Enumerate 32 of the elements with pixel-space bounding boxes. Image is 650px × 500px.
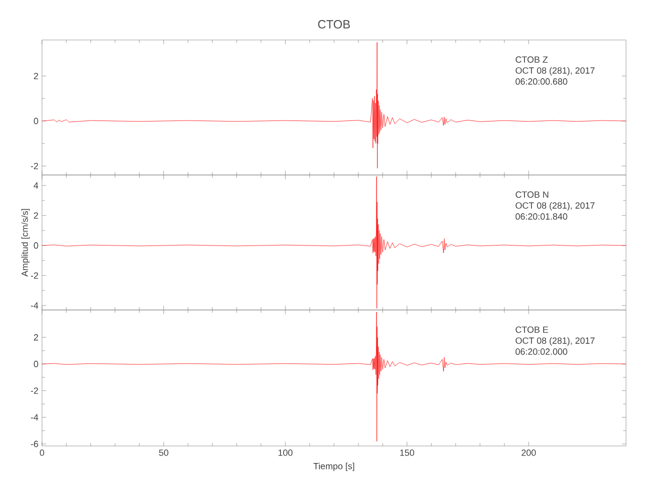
y-tick-label: 0 [34, 242, 38, 249]
y-axis-title: Amplitud [cm/s/s] [21, 209, 30, 277]
annotation: CTOB N [516, 191, 548, 198]
annotation: CTOB Z [516, 56, 548, 63]
y-tick-label: -2 [30, 162, 38, 170]
annotation: 06:20:01.840 [516, 213, 568, 220]
y-tick-label: -2 [30, 272, 38, 279]
annotation: CTOB E [516, 326, 548, 333]
chart-title: CTOB [318, 20, 350, 28]
y-tick-label: -4 [30, 414, 38, 420]
line-series [42, 312, 626, 442]
annotation: OCT 08 (281), 2017 [516, 67, 595, 76]
annotation: 06:20:02.000 [516, 348, 568, 355]
annotation: OCT 08 (281), 2017 [516, 202, 595, 210]
annotation: OCT 08 (281), 2017 [516, 337, 595, 346]
y-tick-label: 2 [34, 212, 38, 219]
x-tick-label: 0 [40, 450, 44, 456]
line-series [42, 42, 626, 168]
y-tick-label: -4 [30, 302, 38, 309]
y-tick-label: 0 [34, 118, 38, 124]
y-tick-label: 2 [34, 72, 38, 80]
y-tick-label: -6 [30, 440, 38, 448]
y-tick-label: -2 [30, 388, 38, 394]
x-tick-label: 100 [278, 450, 292, 456]
x-tick-label: 200 [522, 450, 536, 456]
y-tick-label: 4 [34, 182, 38, 189]
y-tick-label: 0 [34, 360, 38, 368]
y-tick-label: 2 [34, 334, 38, 340]
x-tick-label: 50 [159, 450, 168, 456]
annotation: 06:20:00.680 [516, 78, 568, 85]
x-tick-label: 150 [400, 450, 414, 456]
x-axis-title: Tiempo [s] [313, 462, 354, 472]
